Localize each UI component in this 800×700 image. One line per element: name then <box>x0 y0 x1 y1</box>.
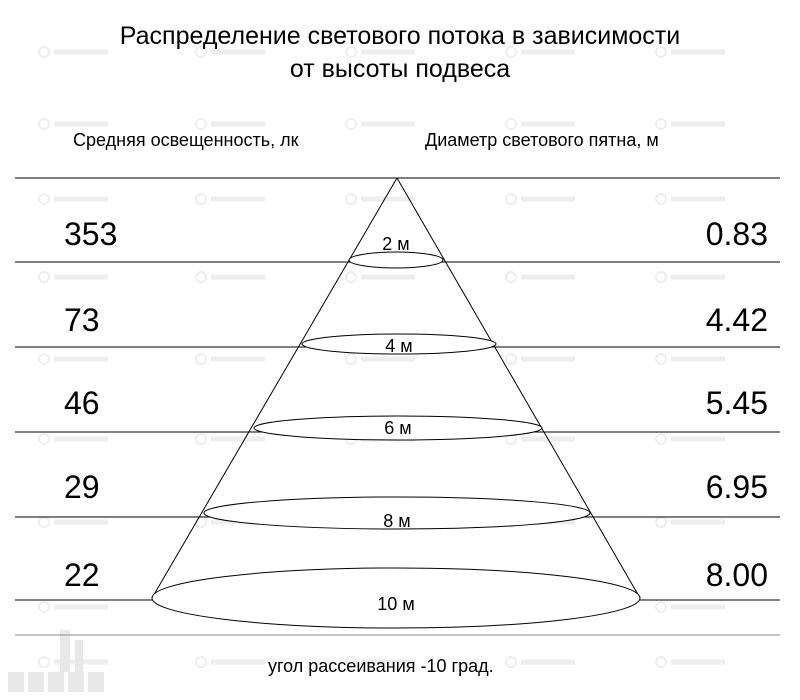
watermark-mark <box>345 46 415 58</box>
light-spot-4m <box>301 333 497 355</box>
right-header: Диаметр светового пятна, м <box>425 130 659 150</box>
watermark-mark <box>345 656 415 668</box>
watermark-mark <box>195 656 265 668</box>
watermark-mark <box>655 601 725 613</box>
watermark-mark <box>505 353 575 365</box>
light-spot-6m <box>253 415 543 441</box>
gorodled-logo <box>8 630 104 692</box>
height-label: 8 м <box>383 511 410 531</box>
watermark-mark <box>505 271 575 283</box>
diameter-value: 4.42 <box>705 302 768 338</box>
watermark-mark <box>655 433 725 445</box>
watermark-mark <box>655 46 725 58</box>
diameter-value: 6.95 <box>705 469 768 505</box>
watermark-mark <box>655 193 725 205</box>
watermark-mark <box>195 193 265 205</box>
light-spot-10m <box>151 567 641 629</box>
watermark-mark <box>195 118 265 130</box>
height-label: 10 м <box>377 594 414 614</box>
watermark-mark <box>38 433 108 445</box>
illuminance-value: 22 <box>64 557 100 593</box>
title-line-2: от высоты подвеса <box>289 55 511 83</box>
watermark-mark <box>38 271 108 283</box>
watermark-mark <box>655 118 725 130</box>
watermark-mark <box>505 656 575 668</box>
diameter-value: 0.83 <box>705 216 768 252</box>
watermark-mark <box>655 656 725 668</box>
illuminance-value: 46 <box>64 385 100 421</box>
scatter-angle-note: угол рассеивания -10 град. <box>268 656 494 676</box>
watermark-mark <box>345 271 415 283</box>
watermark-mark <box>38 601 108 613</box>
watermark-mark <box>195 271 265 283</box>
watermark-mark <box>655 353 725 365</box>
diagram-title: Распределение светового потока в зависим… <box>60 20 740 86</box>
height-label: 2 м <box>382 234 409 254</box>
watermark-mark <box>195 46 265 58</box>
left-header: Средняя освещенность, лк <box>73 130 299 150</box>
watermark-mark <box>345 193 415 205</box>
watermark-mark <box>38 46 108 58</box>
cone-edge-right <box>396 177 641 599</box>
watermark-mark <box>505 46 575 58</box>
height-label: 6 м <box>384 418 411 438</box>
watermark-mark <box>345 118 415 130</box>
light-spot-2m <box>348 251 444 269</box>
watermark-mark <box>195 353 265 365</box>
watermark-mark <box>655 271 725 283</box>
illuminance-value: 29 <box>64 469 100 505</box>
light-spot-8m <box>203 496 591 530</box>
illuminance-value: 353 <box>64 216 118 252</box>
title-line-1: Распределение светового потока в зависим… <box>119 22 681 50</box>
height-label: 4 м <box>385 336 412 356</box>
watermark-mark <box>38 353 108 365</box>
watermark-mark <box>38 118 108 130</box>
watermark-mark <box>505 118 575 130</box>
watermark-mark <box>195 433 265 445</box>
watermark-mark <box>345 353 415 365</box>
illuminance-value: 73 <box>64 302 100 338</box>
watermark-mark <box>505 193 575 205</box>
diameter-value: 5.45 <box>705 385 768 421</box>
watermark-mark <box>38 193 108 205</box>
cone-edge-left <box>151 177 398 599</box>
diameter-value: 8.00 <box>705 557 768 593</box>
